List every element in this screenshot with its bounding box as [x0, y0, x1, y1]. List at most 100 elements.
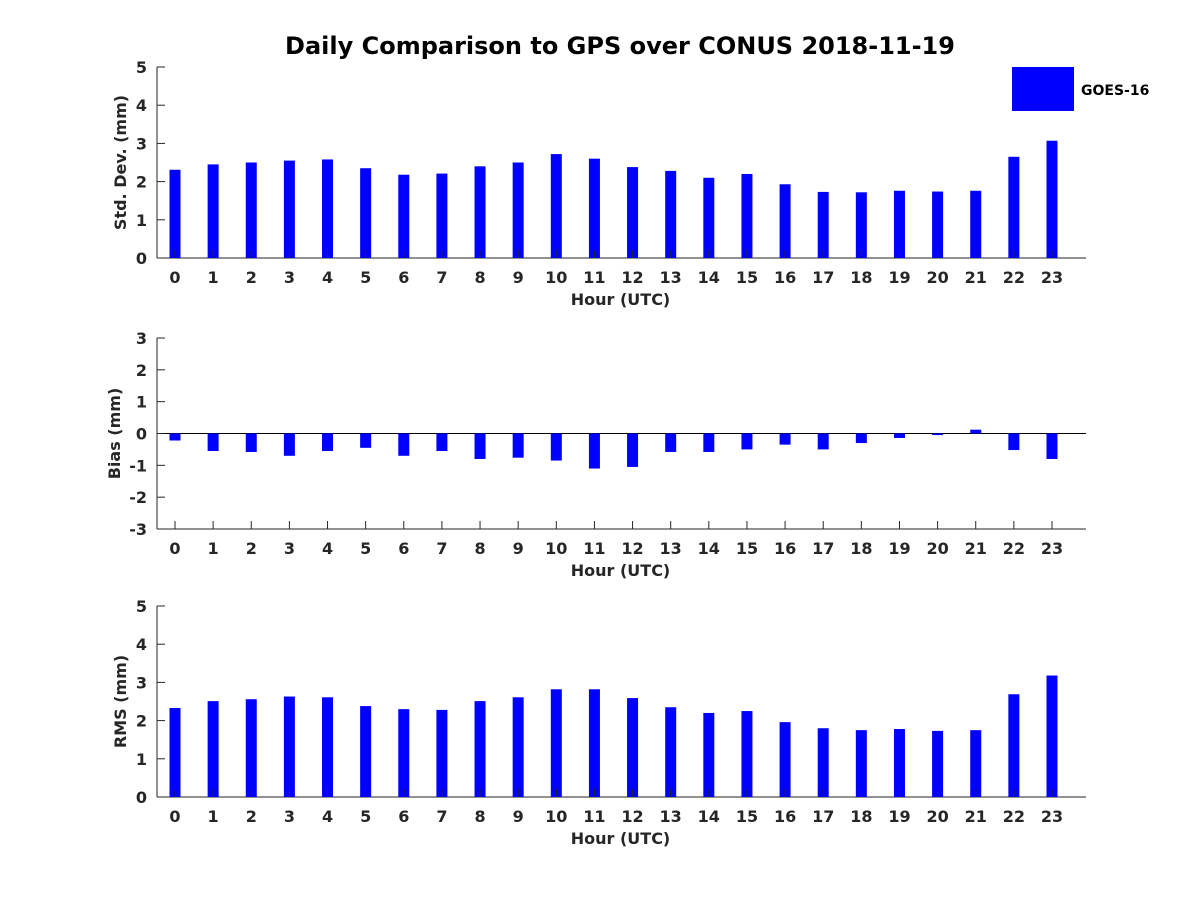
bar — [512, 697, 524, 797]
bar — [817, 433, 829, 450]
bar — [1008, 156, 1020, 258]
x-tick-label: 3 — [284, 539, 295, 558]
x-tick-label: 17 — [812, 268, 834, 287]
x-tick-label: 9 — [513, 539, 524, 558]
bar — [169, 169, 181, 258]
legend: GOES-16 — [1012, 67, 1149, 111]
bar — [817, 191, 829, 258]
bar — [398, 174, 410, 258]
y-tick-label: -2 — [129, 488, 147, 507]
bar — [436, 433, 448, 452]
x-tick-label: 17 — [812, 807, 834, 826]
bar — [360, 706, 372, 797]
x-tick-label: 12 — [621, 268, 643, 287]
bar — [893, 729, 905, 797]
x-tick-label: 10 — [545, 539, 567, 558]
x-tick-label: 14 — [698, 539, 720, 558]
y-tick-label: 4 — [136, 96, 147, 115]
bar — [474, 701, 486, 797]
bar — [741, 433, 753, 450]
bar — [1008, 694, 1020, 797]
x-tick-label: 5 — [360, 539, 371, 558]
y-tick-label: 0 — [136, 788, 147, 807]
x-tick-label: 21 — [965, 539, 987, 558]
bar — [512, 433, 524, 458]
bar — [436, 173, 448, 258]
x-axis-label: Hour (UTC) — [571, 290, 671, 309]
x-tick-label: 4 — [322, 807, 333, 826]
y-tick-label: 0 — [136, 249, 147, 268]
bar — [893, 190, 905, 258]
bar — [932, 730, 944, 797]
x-tick-label: 20 — [926, 807, 948, 826]
x-tick-label: 2 — [246, 539, 257, 558]
bar — [932, 191, 944, 258]
x-tick-label: 5 — [360, 807, 371, 826]
bar — [665, 170, 677, 258]
y-tick-label: 2 — [136, 361, 147, 380]
x-tick-label: 18 — [850, 539, 872, 558]
x-tick-label: 1 — [208, 539, 219, 558]
bar — [855, 433, 867, 444]
legend-swatch — [1012, 67, 1074, 111]
x-tick-label: 21 — [965, 268, 987, 287]
y-tick-label: 1 — [136, 750, 147, 769]
bar — [474, 433, 486, 459]
x-tick-label: 3 — [284, 268, 295, 287]
x-tick-label: 4 — [322, 268, 333, 287]
y-tick-label: 1 — [136, 211, 147, 230]
bar — [169, 433, 181, 441]
x-tick-label: 15 — [736, 539, 758, 558]
x-tick-label: 4 — [322, 539, 333, 558]
bar — [550, 154, 562, 258]
x-tick-label: 7 — [436, 539, 447, 558]
y-tick-label: 0 — [136, 425, 147, 444]
x-tick-label: 14 — [698, 268, 720, 287]
x-axis-label: Hour (UTC) — [571, 829, 671, 848]
bar — [322, 159, 334, 258]
x-tick-label: 16 — [774, 539, 796, 558]
x-tick-label: 0 — [169, 539, 180, 558]
x-tick-label: 2 — [246, 807, 257, 826]
x-axis-label: Hour (UTC) — [571, 561, 671, 580]
bar — [322, 433, 334, 452]
legend-label: GOES-16 — [1081, 83, 1149, 99]
x-tick-label: 13 — [660, 268, 682, 287]
bar — [360, 433, 372, 448]
y-tick-label: 3 — [136, 329, 147, 348]
bar — [398, 709, 410, 797]
x-tick-label: 21 — [965, 807, 987, 826]
x-tick-label: 23 — [1041, 268, 1063, 287]
x-tick-label: 7 — [436, 807, 447, 826]
x-tick-label: 14 — [698, 807, 720, 826]
bar — [360, 168, 372, 258]
x-tick-label: 0 — [169, 807, 180, 826]
bar — [893, 433, 905, 438]
bar — [1046, 140, 1058, 258]
bar — [1046, 675, 1058, 797]
bar — [207, 164, 219, 258]
x-tick-label: 6 — [398, 268, 409, 287]
x-tick-label: 20 — [926, 268, 948, 287]
bar — [207, 433, 219, 452]
x-tick-label: 8 — [474, 807, 485, 826]
x-tick-label: 0 — [169, 268, 180, 287]
x-tick-label: 19 — [888, 807, 910, 826]
x-tick-label: 9 — [513, 807, 524, 826]
y-tick-label: 3 — [136, 134, 147, 153]
x-tick-label: 19 — [888, 539, 910, 558]
y-tick-label: 2 — [136, 173, 147, 192]
x-tick-label: 8 — [474, 539, 485, 558]
bar — [970, 190, 982, 258]
bar — [970, 429, 982, 434]
bar — [703, 433, 715, 452]
y-tick-label: 5 — [136, 597, 147, 616]
bar — [855, 730, 867, 797]
y-tick-label: -3 — [129, 520, 147, 539]
x-tick-label: 22 — [1003, 539, 1025, 558]
bar — [169, 707, 181, 797]
bar — [512, 162, 524, 258]
bar — [588, 158, 600, 258]
